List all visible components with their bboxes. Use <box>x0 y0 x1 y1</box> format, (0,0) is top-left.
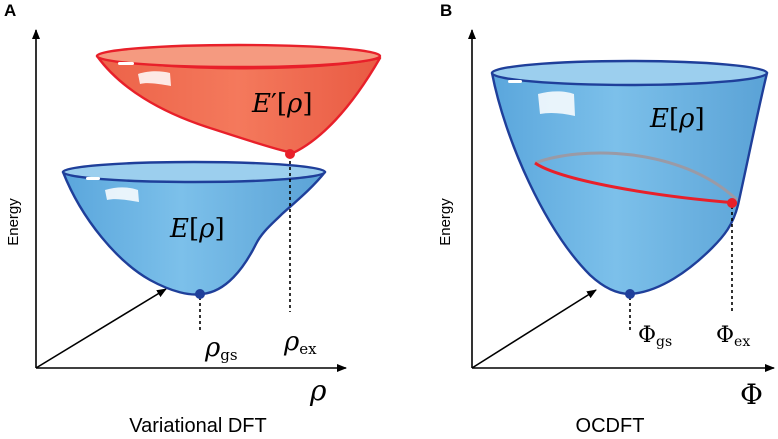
panel-a-excited-surface: E′[ρ] <box>95 43 382 155</box>
panel-a-caption: Variational DFT <box>129 415 266 437</box>
panel-a-ground-surface: E[ρ] <box>61 160 327 296</box>
panel-a-excited-surface-label: E′[ρ] <box>251 89 313 119</box>
panel-b-surface-rim <box>490 59 769 87</box>
panel-b-surface: E[ρ] <box>490 59 769 296</box>
panel-a-ground-label: ρgs <box>204 333 238 364</box>
panel-b-depth-axis <box>471 289 597 369</box>
panel-a-excited-label: ρex <box>283 327 317 358</box>
panel-b-x-axis-label: Φ <box>740 378 763 411</box>
panel-a-ground-surface-highlight <box>105 187 139 202</box>
panel-b-constraint-front <box>534 161 738 205</box>
panel-a-excited-surface-highlight <box>138 71 171 86</box>
panel-b-y-axis-label: Energy <box>437 198 454 246</box>
panel-a-excited-rim-highlight <box>118 62 134 65</box>
panel-b-excited-point <box>727 198 737 208</box>
panel-b-surface-highlight <box>538 91 575 116</box>
panel-b-ground-label: Φgs <box>638 323 672 350</box>
panel-a: A Energy ρ E′[ρ] E[ρ] <box>4 1 382 437</box>
panel-b-caption: OCDFT <box>576 415 645 437</box>
panel-a-excited-point <box>285 149 295 159</box>
panel-b-ground-point <box>625 289 635 299</box>
panel-b-constraint-back <box>534 151 739 202</box>
panel-a-y-axis-label: Energy <box>5 198 22 246</box>
panel-a-excited-surface-body <box>95 54 382 155</box>
panel-a-letter: A <box>4 1 16 20</box>
panel-a-ground-point <box>195 289 205 299</box>
panel-b-surface-body <box>490 71 769 296</box>
panel-b-rim-highlight <box>508 80 522 83</box>
panel-b-excited-label: Φex <box>716 323 750 350</box>
panel-b: B Energy Φ E[ρ] Φex Φgs <box>437 1 775 437</box>
panel-b-surface-label: E[ρ] <box>649 104 705 134</box>
panel-a-excited-surface-rim <box>95 43 382 69</box>
panel-a-depth-axis <box>35 288 167 369</box>
panel-a-ground-rim-highlight <box>86 177 100 180</box>
panel-b-letter: B <box>440 1 452 20</box>
panel-a-x-axis-label: ρ <box>309 374 327 407</box>
panel-a-ground-surface-label: E[ρ] <box>169 214 225 244</box>
panel-a-ground-surface-rim <box>61 160 327 184</box>
